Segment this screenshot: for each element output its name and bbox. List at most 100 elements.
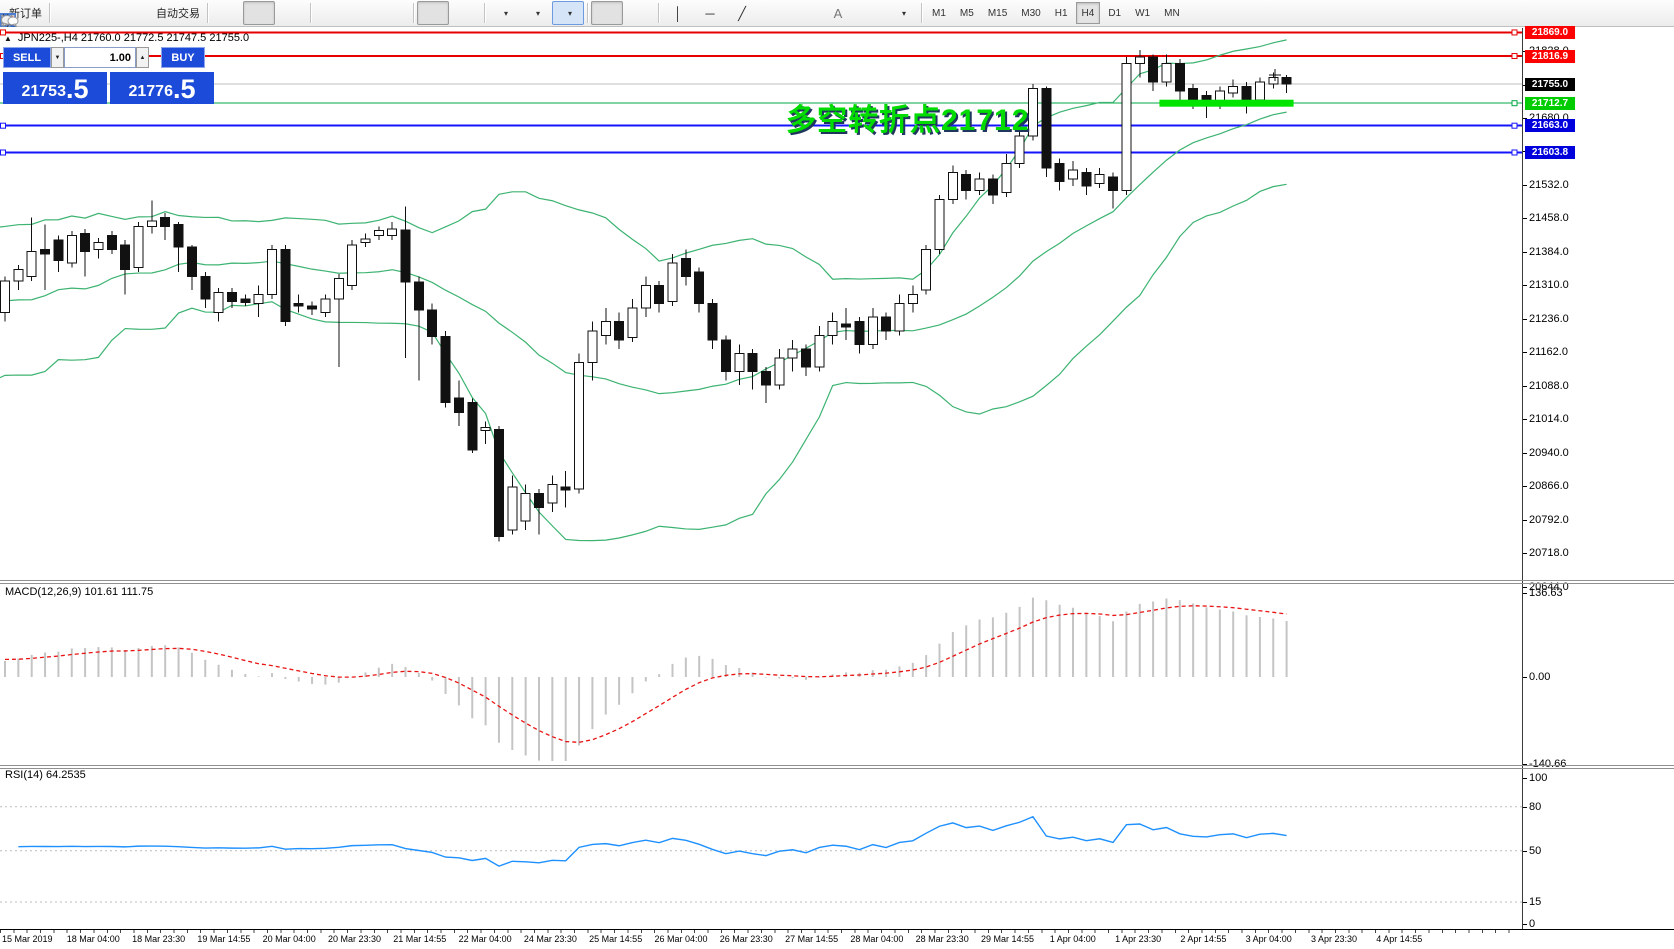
channel-button[interactable]: E	[1, 1, 790, 28]
rsi-axis-label: 15	[1529, 895, 1542, 908]
bid-frac: .5	[65, 74, 89, 104]
line-chart-button[interactable]	[1, 1, 307, 25]
zoom-out-button[interactable]	[1, 1, 378, 28]
rsi-pane-canvas[interactable]	[0, 768, 1522, 929]
volume-input[interactable]: 1.00	[64, 47, 136, 68]
time-axis-label: 15 Mar 2019	[2, 934, 53, 944]
community-button[interactable]	[2, 1, 117, 26]
timeframe-m1[interactable]: M1	[932, 7, 946, 19]
time-axis-label: 18 Mar 23:30	[132, 934, 186, 944]
time-axis-border	[0, 929, 1674, 930]
separator	[658, 3, 659, 23]
zoom-in-button[interactable]	[1, 1, 346, 28]
rsi-axis-label: 50	[1529, 844, 1542, 857]
price-axis-tick	[1522, 553, 1527, 555]
pane-splitter[interactable]	[0, 768, 1674, 769]
price-axis-tick	[1522, 452, 1527, 454]
separator	[207, 3, 208, 23]
rsi-label: RSI(14) 64.2535	[5, 769, 86, 781]
separator	[484, 3, 485, 23]
chart-window[interactable]: ▲ JPN225-,H4 21760.0 21772.5 21747.5 217…	[0, 25, 1674, 949]
chevron-down-icon: ▾	[503, 8, 508, 18]
chart-annotation-text[interactable]: 多空转折点21712	[786, 104, 1030, 137]
timeframe-mn[interactable]: MN	[1164, 7, 1180, 19]
time-axis-label: 3 Apr 04:00	[1245, 934, 1292, 944]
price-axis-tick	[1522, 586, 1527, 588]
volume-increase-button[interactable]: ▲	[136, 47, 149, 68]
rsi-axis-label: 0	[1529, 917, 1536, 930]
text-a-icon: A	[833, 5, 843, 21]
macd-axis-tick	[1522, 763, 1527, 765]
chat-button[interactable]	[1, 1, 1672, 28]
trendline-button[interactable]: ╱	[726, 1, 758, 25]
buy-button[interactable]: BUY	[161, 47, 205, 68]
price-tag: 21755.0	[1525, 77, 1575, 91]
price-tag: 21712.7	[1525, 96, 1575, 110]
signals-button[interactable]	[1, 1, 149, 26]
new-order-label: 新订单	[9, 8, 42, 20]
sell-button[interactable]: SELL	[3, 47, 51, 68]
timeframe-d1[interactable]: D1	[1108, 7, 1122, 19]
price-axis-tick-label: 21088.0	[1529, 379, 1569, 392]
price-axis-tick-label: 20866.0	[1529, 480, 1569, 493]
crosshair-button[interactable]	[1, 1, 655, 27]
timeframe-m15[interactable]: M15	[987, 7, 1008, 19]
price-axis-tick-label: 21162.0	[1529, 346, 1568, 359]
auto-scroll-button[interactable]	[4, 1, 449, 25]
templates-button[interactable]: ▾	[0, 1, 584, 27]
price-axis-tick-label: 21384.0	[1529, 245, 1569, 258]
macd-pane-canvas[interactable]	[0, 585, 1522, 763]
bid-price[interactable]: 21753.5	[3, 72, 107, 104]
chart-shift-button[interactable]	[3, 1, 481, 25]
main-chart-canvas[interactable]	[0, 28, 1522, 582]
timeframe-h4[interactable]: H4	[1075, 2, 1101, 24]
tile-windows-button[interactable]	[2, 1, 410, 26]
auto-trading-button[interactable]: 自动交易	[2, 1, 204, 26]
macd-axis-label: 0.00	[1529, 671, 1551, 683]
chart-title: ▲ JPN225-,H4 21760.0 21772.5 21747.5 217…	[4, 32, 249, 44]
text-button[interactable]: A	[822, 1, 854, 25]
separator	[921, 3, 922, 23]
time-axis-label: 2 Apr 14:55	[1180, 934, 1227, 944]
chevron-down-icon: ▾	[535, 8, 540, 18]
indicators-button[interactable]: f▾	[1, 1, 520, 29]
rsi-axis-tick	[1522, 901, 1527, 903]
time-axis-label: 21 Mar 14:55	[393, 934, 447, 944]
vertical-line-button[interactable]: │	[662, 1, 694, 25]
volume-decrease-button[interactable]: ▼	[51, 47, 64, 68]
text-label-button[interactable]: T	[1, 1, 886, 26]
fibonacci-button[interactable]: F	[2, 1, 822, 28]
price-axis-tick-label: 20718.0	[1529, 547, 1569, 560]
price-axis-tick	[1522, 151, 1527, 153]
price-axis-tick-label: 21236.0	[1529, 312, 1569, 325]
candlestick-chart-button[interactable]	[2, 1, 275, 27]
pane-splitter[interactable]	[0, 765, 1674, 766]
price-axis-tick-label: 21458.0	[1529, 212, 1569, 225]
macd-axis-tick	[1522, 677, 1527, 678]
price-axis-border	[1522, 28, 1523, 930]
pane-splitter[interactable]	[0, 583, 1674, 584]
time-axis-label: 4 Apr 14:55	[1376, 934, 1423, 944]
timeframe-h1[interactable]: H1	[1054, 7, 1068, 19]
price-axis-tick	[1522, 117, 1527, 119]
rsi-axis-label: 100	[1529, 771, 1548, 784]
periods-button[interactable]: ▾	[1, 1, 552, 27]
bar-chart-button[interactable]	[2, 1, 243, 26]
timeframe-w1[interactable]: W1	[1135, 7, 1151, 19]
price-axis-tick	[1522, 51, 1527, 52]
pane-splitter[interactable]	[0, 580, 1674, 581]
collapse-triangle-icon[interactable]: ▲	[4, 33, 12, 43]
price-axis-tick-label: 20940.0	[1529, 446, 1569, 459]
timeframe-m30[interactable]: M30	[1021, 7, 1041, 19]
cursor-button[interactable]	[3, 1, 623, 26]
gold-button[interactable]	[1, 1, 85, 27]
ask-price[interactable]: 21776.5	[110, 72, 214, 104]
horizontal-line-button[interactable]: ─	[694, 1, 726, 25]
timeframe-m5[interactable]: M5	[959, 7, 974, 19]
time-axis-label: 20 Mar 04:00	[262, 934, 316, 944]
search-button[interactable]	[1, 1, 1640, 29]
arrow-objects-button[interactable]: ▾	[1, 1, 918, 26]
price-axis-tick-label: 21014.0	[1529, 413, 1569, 426]
price-axis-tick-label: 21310.0	[1529, 279, 1569, 292]
